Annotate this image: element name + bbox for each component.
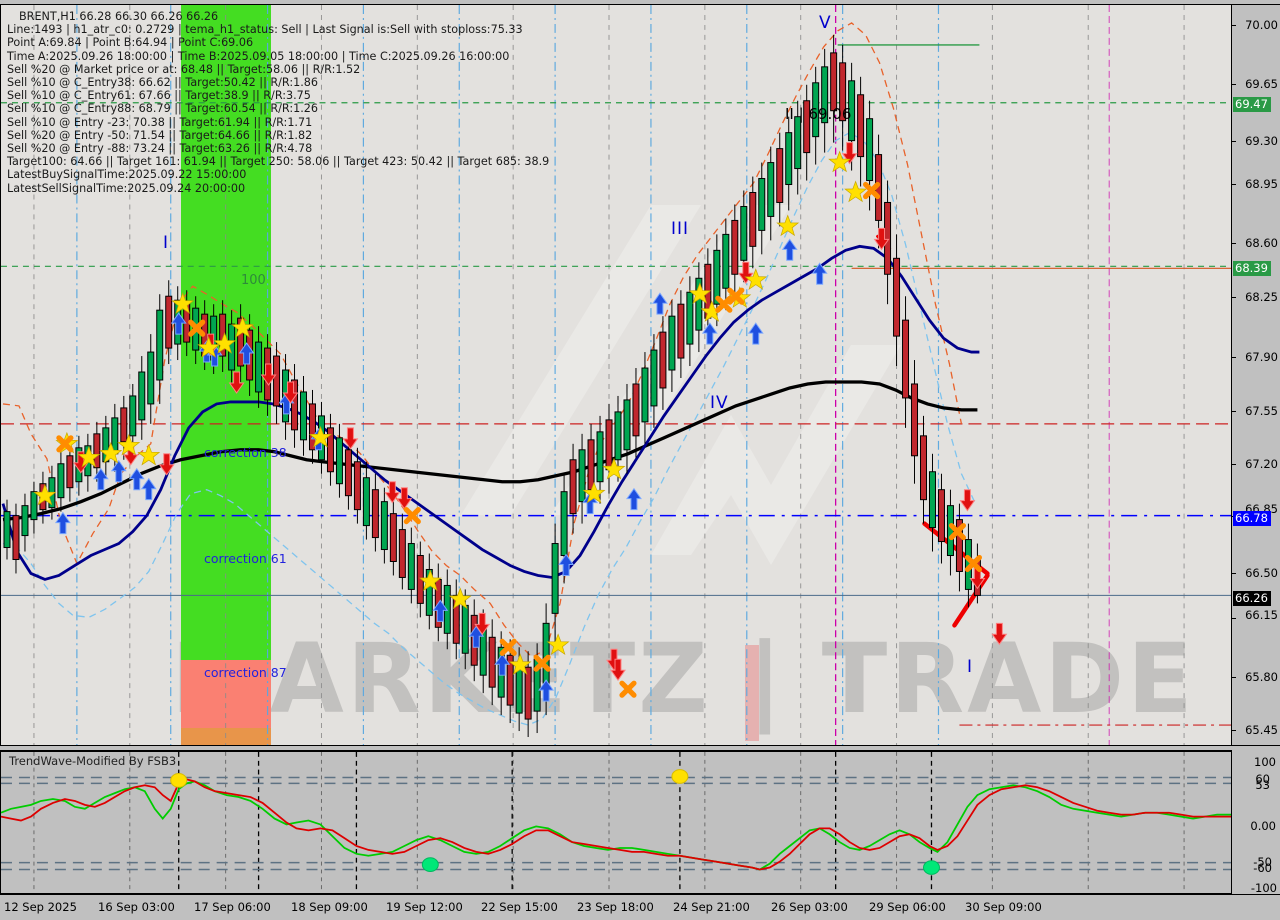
time-axis-label: 18 Sep 09:00 bbox=[291, 900, 368, 914]
ind-axis-label: -60 bbox=[1253, 861, 1272, 875]
axis-tick bbox=[1232, 677, 1236, 678]
indicator-drawing-layer bbox=[1, 752, 1231, 893]
price-axis-label: 68.95 bbox=[1245, 177, 1278, 191]
time-axis-label: 24 Sep 21:00 bbox=[673, 900, 750, 914]
wave-label-iii: III bbox=[671, 219, 690, 239]
price-axis-label: 69.30 bbox=[1245, 134, 1278, 148]
axis-tick bbox=[1232, 464, 1236, 465]
time-axis-label: 12 Sep 2025 bbox=[4, 900, 77, 914]
ind-axis-label: 60 bbox=[1255, 772, 1270, 786]
axis-tick bbox=[1232, 357, 1236, 358]
time-axis-label: 26 Sep 03:00 bbox=[771, 900, 848, 914]
wave-label-v: V bbox=[819, 13, 832, 33]
wave-label-i-last: I bbox=[967, 657, 974, 677]
info-line-6: Sell %10 @ C_Entry88: 68.79 || Target:60… bbox=[7, 102, 319, 116]
info-line-1: Point A:69.84 | Point B:64.94 | Point C:… bbox=[7, 36, 254, 50]
axis-tick bbox=[1232, 141, 1236, 142]
info-line-title: BRENT,H1 66.28 66.30 66.26 66.26 bbox=[19, 10, 219, 23]
price-axis-label: 66.50 bbox=[1245, 566, 1278, 580]
target-label-100: 100 bbox=[241, 273, 266, 288]
time-axis[interactable]: 12 Sep 2025 16 Sep 03:00 17 Sep 06:00 18… bbox=[0, 894, 1280, 920]
info-line-3: Sell %20 @ Market price or at: 68.48 || … bbox=[7, 62, 361, 76]
price-axis-label: 69.65 bbox=[1245, 77, 1278, 91]
zone-orange-block bbox=[181, 728, 271, 745]
info-line-12: LatestSellSignalTime:2025.09.24 20:00:00 bbox=[7, 181, 246, 195]
time-axis-label: 17 Sep 06:00 bbox=[194, 900, 271, 914]
info-line-4: Sell %10 @ C_Entry38: 66.62 || Target:50… bbox=[7, 76, 319, 90]
ind-axis-label: -50 bbox=[1253, 855, 1272, 869]
price-badge-last: 66.26 bbox=[1233, 591, 1271, 606]
time-axis-label: 19 Sep 12:00 bbox=[386, 900, 463, 914]
time-axis-label: 16 Sep 03:00 bbox=[98, 900, 175, 914]
price-axis-label: 67.20 bbox=[1245, 457, 1278, 471]
price-axis-label: 68.25 bbox=[1245, 290, 1278, 304]
price-axis[interactable]: 70.00 69.65 69.30 68.95 68.60 68.25 67.9… bbox=[1232, 4, 1280, 746]
brand-logo-watermark bbox=[461, 205, 901, 565]
wave-label-i-first: I bbox=[163, 233, 170, 253]
time-axis-label: 22 Sep 15:00 bbox=[481, 900, 558, 914]
price-axis-label: 65.80 bbox=[1245, 670, 1278, 684]
zone-pink-marker bbox=[745, 645, 759, 741]
price-axis-label: 66.15 bbox=[1245, 608, 1278, 622]
axis-tick bbox=[1232, 730, 1236, 731]
ind-axis-label: 100 bbox=[1254, 755, 1276, 769]
axis-tick bbox=[1232, 25, 1236, 26]
info-line-7: Sell %10 @ Entry -23: 70.38 || Target:61… bbox=[7, 115, 313, 129]
correction-label-38: correction 38 bbox=[204, 445, 287, 460]
point-c-price-tag: II | 69.06 bbox=[785, 105, 852, 123]
axis-tick bbox=[1232, 243, 1236, 244]
price-badge-resistance-1: 69.47 bbox=[1233, 97, 1271, 112]
axis-tick bbox=[1232, 184, 1236, 185]
axis-tick bbox=[1232, 411, 1236, 412]
wave-label-iv: IV bbox=[710, 393, 729, 413]
axis-tick bbox=[1232, 618, 1236, 619]
info-line-8: Sell %20 @ Entry -50: 71.54 || Target:64… bbox=[7, 128, 313, 142]
info-line-5: Sell %10 @ C_Entry61: 67.66 || Target:38… bbox=[7, 89, 311, 103]
price-axis-label: 70.00 bbox=[1245, 18, 1278, 32]
price-axis-label: 67.90 bbox=[1245, 350, 1278, 364]
indicator-axis[interactable]: 100 60 53 0.00 -50 -60 -100 bbox=[1232, 750, 1280, 895]
trendwave-indicator-pane[interactable]: TrendWave-Modified By FSB3 bbox=[0, 750, 1232, 894]
axis-tick bbox=[1232, 573, 1236, 574]
info-line-2: Time A:2025.09.26 18:00:00 | Time B:2025… bbox=[7, 49, 510, 63]
info-line-9: Sell %20 @ Entry -88: 73.24 || Target:63… bbox=[7, 142, 313, 156]
time-axis-label: 23 Sep 18:00 bbox=[577, 900, 654, 914]
axis-tick bbox=[1232, 297, 1236, 298]
price-axis-label: 68.60 bbox=[1245, 236, 1278, 250]
price-chart-pane[interactable]: MARKETZ | TRADE bbox=[0, 4, 1232, 746]
watermark-text: MARKETZ | TRADE bbox=[171, 623, 1196, 735]
time-axis-label: 30 Sep 09:00 bbox=[965, 900, 1042, 914]
price-axis-label: 67.55 bbox=[1245, 404, 1278, 418]
ind-axis-label: 53 bbox=[1255, 778, 1270, 792]
ind-axis-label: -100 bbox=[1250, 881, 1277, 895]
info-line-11: LatestBuySignalTime:2025.09.22 15:00:00 bbox=[7, 168, 247, 182]
info-line-10: Target100: 64.66 || Target 161: 61.94 ||… bbox=[7, 155, 550, 169]
correction-label-61: correction 61 bbox=[204, 551, 287, 566]
info-line-0: Line:1493 | h1_atr_c0: 0.2729 | tema_h1_… bbox=[7, 23, 523, 37]
price-axis-label: 65.45 bbox=[1245, 723, 1278, 737]
indicator-title: TrendWave-Modified By FSB3 bbox=[9, 754, 177, 768]
price-badge-resistance-2: 68.39 bbox=[1233, 261, 1271, 276]
axis-tick bbox=[1232, 84, 1236, 85]
ind-axis-label: 0.00 bbox=[1250, 819, 1276, 833]
correction-label-87: correction 87 bbox=[204, 665, 287, 680]
price-badge-bid: 66.78 bbox=[1233, 511, 1271, 526]
time-axis-label: 29 Sep 06:00 bbox=[869, 900, 946, 914]
symbol-info-block: BRENT,H1 66.28 66.30 66.26 66.26 Line:14… bbox=[7, 10, 549, 195]
